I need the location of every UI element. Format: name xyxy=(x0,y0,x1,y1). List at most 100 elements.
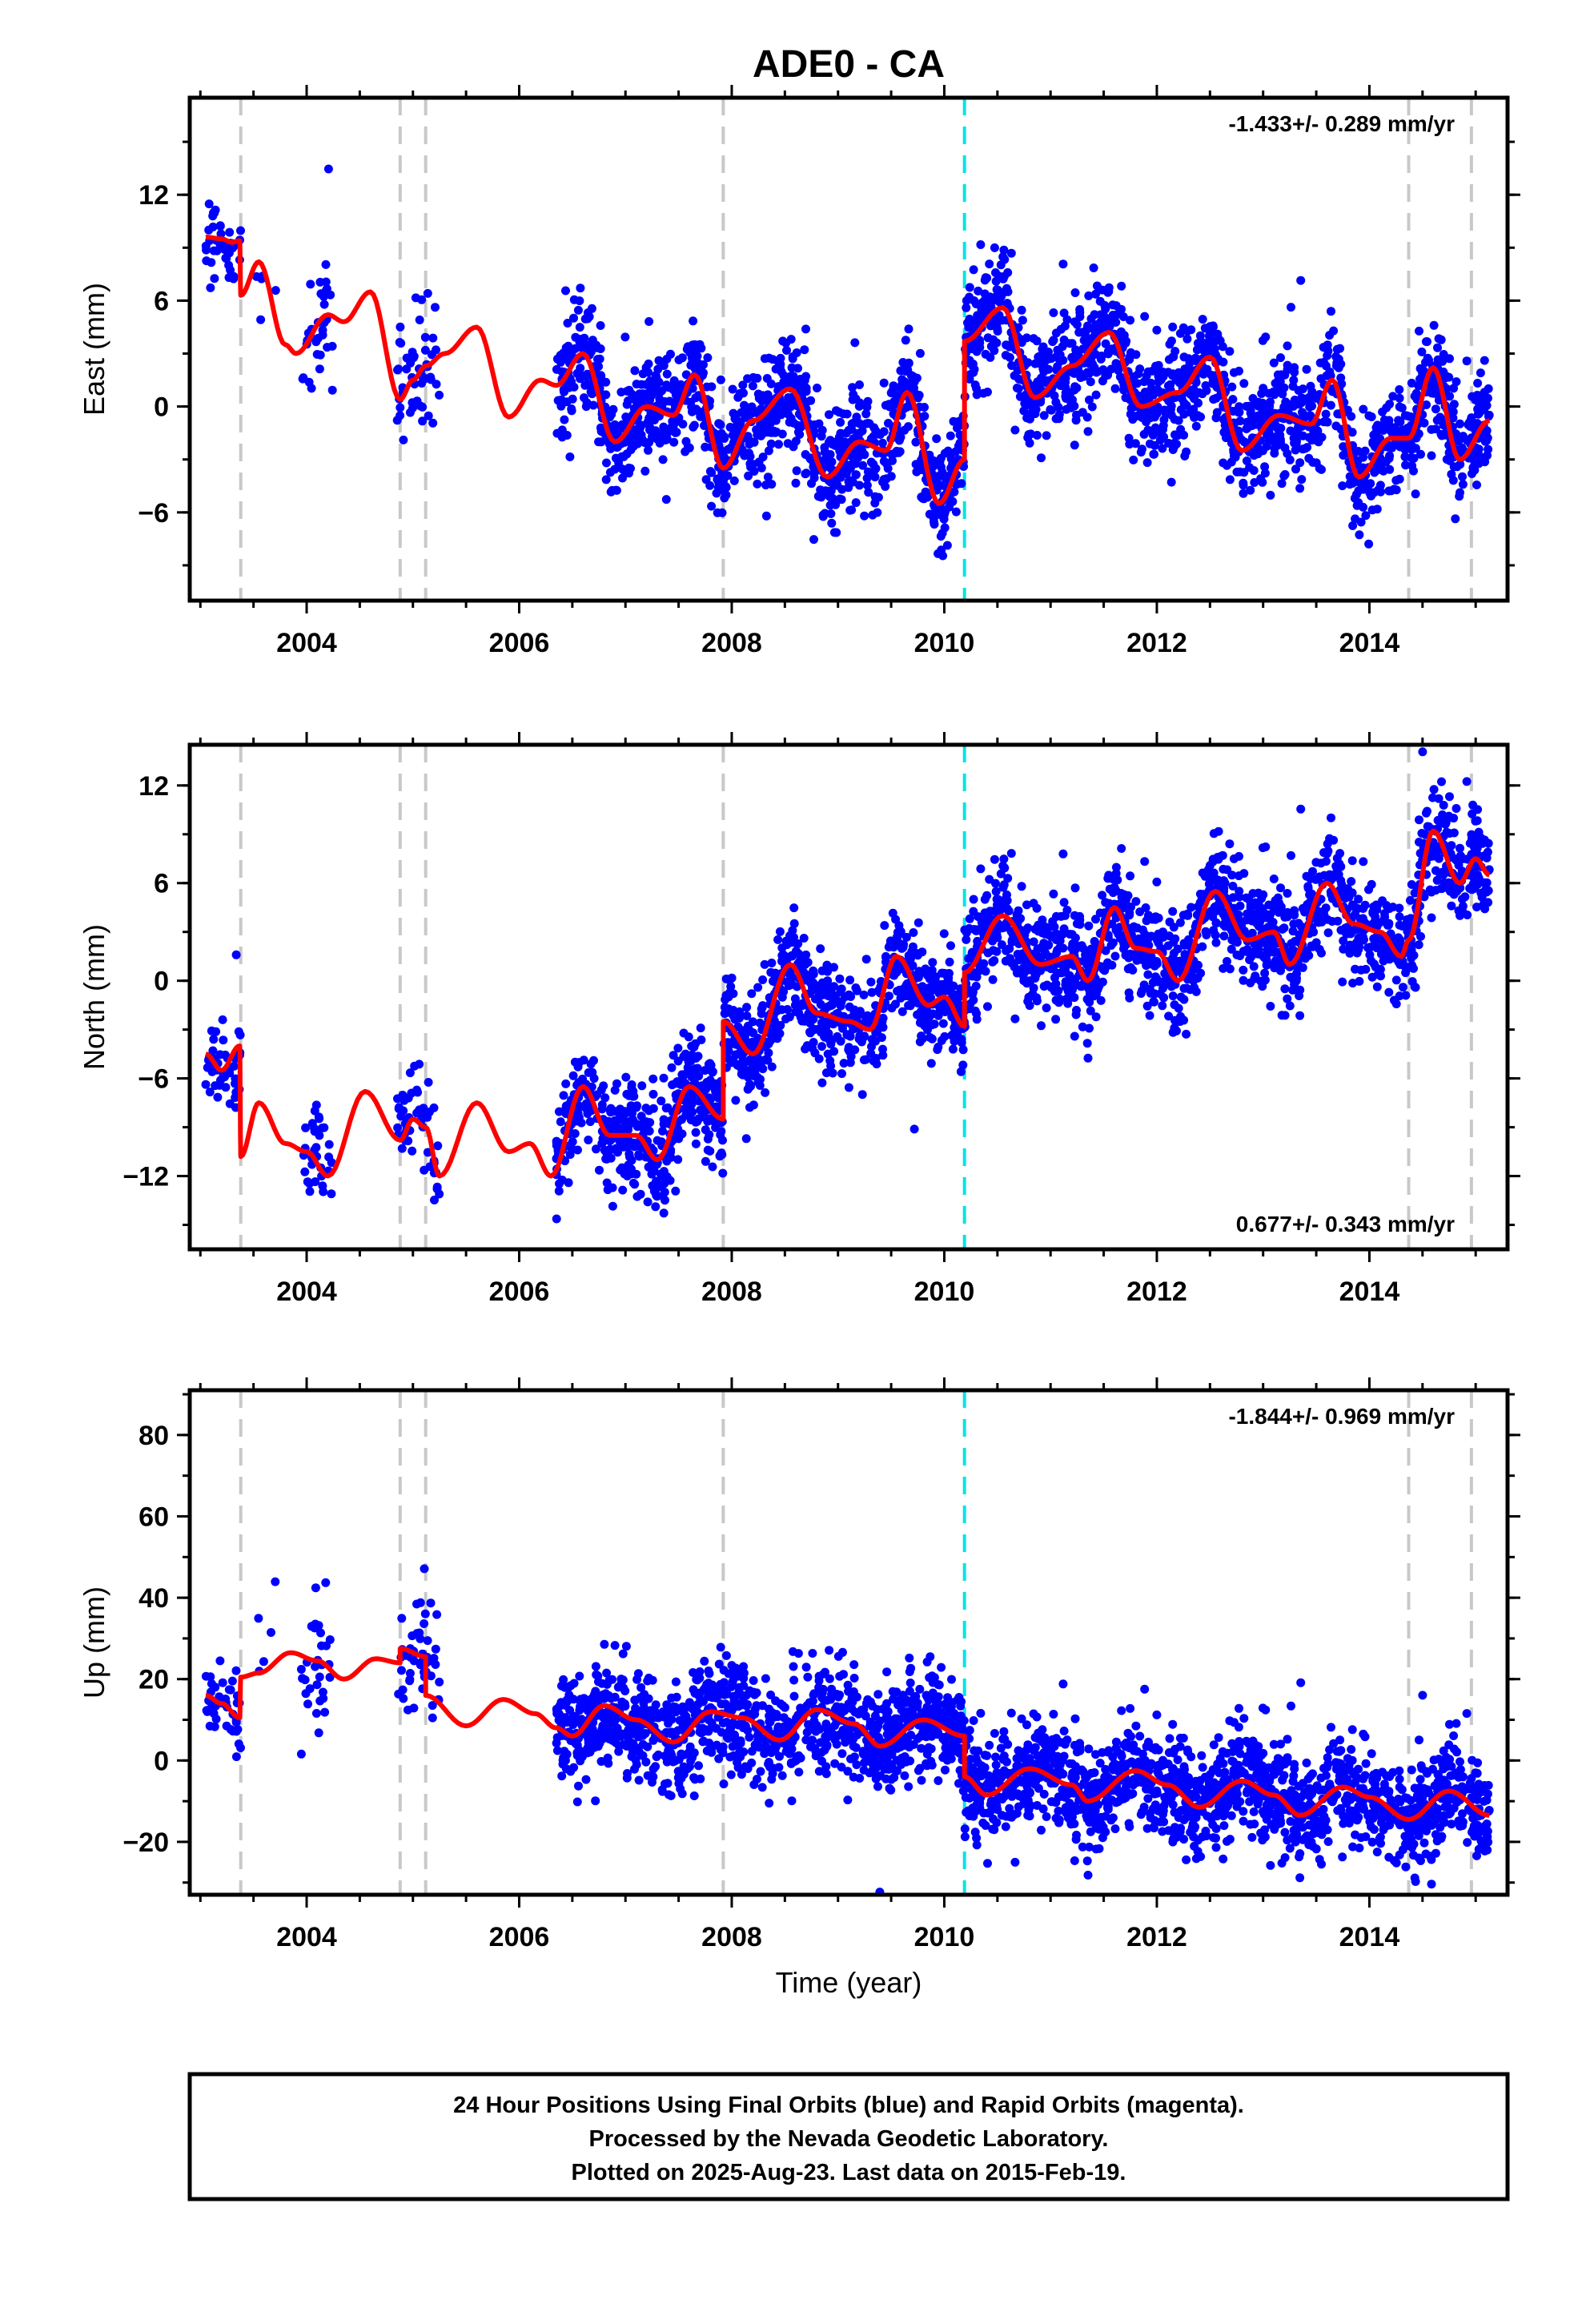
data-point xyxy=(845,505,855,515)
data-point xyxy=(1044,364,1054,374)
data-point xyxy=(555,1179,564,1188)
data-point xyxy=(420,332,430,342)
data-point xyxy=(573,1108,583,1118)
data-point xyxy=(749,407,759,416)
data-point xyxy=(716,375,725,384)
data-point xyxy=(936,985,946,995)
data-point xyxy=(1316,374,1326,384)
data-point xyxy=(1182,447,1191,456)
data-point xyxy=(1345,479,1355,489)
data-point xyxy=(817,966,827,975)
data-point xyxy=(669,376,679,385)
data-point xyxy=(860,511,869,521)
data-point xyxy=(901,932,911,942)
data-point xyxy=(1285,455,1295,464)
data-point xyxy=(658,455,668,464)
data-point xyxy=(749,1100,758,1110)
data-point xyxy=(1110,384,1120,393)
data-point xyxy=(1290,363,1299,372)
data-point xyxy=(1260,462,1270,472)
data-point xyxy=(1168,322,1178,332)
data-point xyxy=(973,311,982,320)
data-point xyxy=(1078,1022,1087,1031)
data-point xyxy=(1376,971,1385,981)
data-point xyxy=(621,412,631,422)
data-point xyxy=(1195,331,1205,340)
data-point xyxy=(693,1063,702,1073)
data-point xyxy=(1300,444,1310,453)
data-point xyxy=(413,1088,423,1097)
data-point xyxy=(858,460,868,470)
data-point xyxy=(744,471,753,480)
data-point xyxy=(1059,898,1069,907)
data-point xyxy=(861,955,871,964)
data-point xyxy=(1367,972,1377,982)
data-point xyxy=(301,1123,311,1132)
data-point xyxy=(569,313,578,323)
data-point xyxy=(777,992,787,1002)
data-point xyxy=(788,951,797,961)
data-point xyxy=(731,1096,741,1105)
data-point xyxy=(689,420,699,430)
data-point xyxy=(789,919,799,928)
data-point xyxy=(888,456,897,465)
data-point xyxy=(1280,443,1290,452)
data-point xyxy=(767,959,777,967)
data-point xyxy=(917,1007,926,1016)
data-point xyxy=(1347,941,1356,951)
data-point xyxy=(1395,385,1404,394)
data-point xyxy=(911,437,921,447)
data-point xyxy=(1117,281,1126,291)
data-point xyxy=(867,987,877,997)
data-point xyxy=(1283,994,1292,1003)
data-point xyxy=(845,975,855,985)
data-point xyxy=(1472,480,1481,489)
data-point xyxy=(1354,447,1363,456)
data-point xyxy=(758,424,768,433)
y-tick-label: 12 xyxy=(139,180,169,211)
data-point xyxy=(740,1058,749,1068)
data-point xyxy=(1158,420,1168,430)
data-point xyxy=(850,1045,860,1055)
data-point xyxy=(569,382,579,392)
data-point xyxy=(659,1120,669,1129)
data-point xyxy=(857,1037,866,1047)
data-point xyxy=(951,507,961,517)
data-point xyxy=(580,380,590,390)
data-point xyxy=(1419,366,1428,376)
data-point xyxy=(1325,331,1335,340)
data-point xyxy=(842,1030,852,1039)
data-point xyxy=(1283,360,1292,370)
data-point xyxy=(1081,327,1090,336)
data-point xyxy=(659,1073,669,1083)
data-point xyxy=(1395,402,1404,412)
data-point xyxy=(1283,341,1292,351)
data-point xyxy=(760,959,769,969)
data-point xyxy=(648,1104,658,1113)
data-point xyxy=(809,969,818,979)
data-point xyxy=(837,485,847,494)
data-point xyxy=(1152,325,1162,335)
data-point xyxy=(1058,342,1067,352)
data-point xyxy=(1160,405,1170,415)
data-point xyxy=(821,1031,830,1040)
data-point xyxy=(1084,291,1094,300)
data-point xyxy=(701,1156,710,1166)
data-point xyxy=(575,323,584,332)
data-point xyxy=(1290,906,1299,915)
data-point xyxy=(816,944,825,954)
data-point xyxy=(620,332,630,342)
data-point xyxy=(1032,431,1042,440)
data-point xyxy=(902,402,912,412)
data-point xyxy=(889,381,898,391)
data-point xyxy=(423,288,432,298)
data-point xyxy=(1225,475,1235,485)
data-point xyxy=(1191,421,1201,431)
rate-label: -1.433+/- 0.289 mm/yr xyxy=(1228,111,1455,136)
data-point xyxy=(565,1150,575,1160)
data-point xyxy=(658,1126,667,1136)
data-point xyxy=(974,912,983,922)
data-point xyxy=(210,274,219,283)
data-point xyxy=(935,510,945,519)
data-point xyxy=(991,887,1001,896)
